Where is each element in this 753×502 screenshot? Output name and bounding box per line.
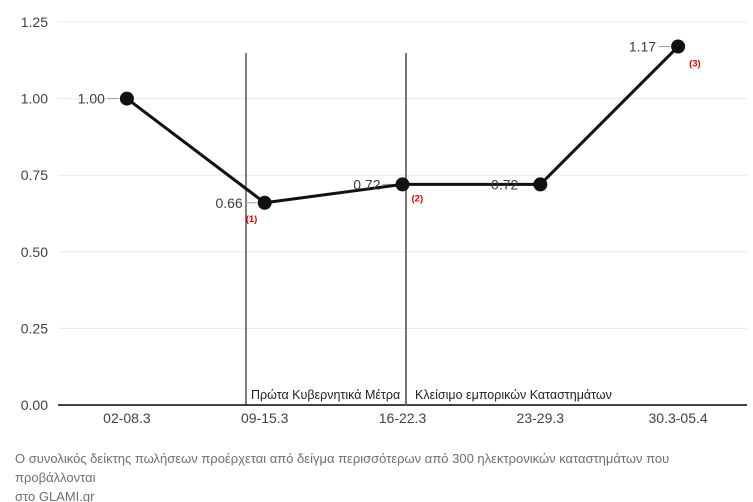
y-tick-label: 1.00 bbox=[21, 91, 48, 107]
sales-index-line-chart: 0.00 0.25 0.50 0.75 1.00 1.25 02-08.3 09-15.3 16… bbox=[21, 14, 747, 426]
event-line-label: Κλείσιμο εμπορικών Καταστημάτων bbox=[415, 388, 612, 402]
x-tick-label: 16-22.3 bbox=[379, 410, 427, 426]
point-value-label: 0.66 bbox=[215, 195, 242, 211]
y-tick-label: 0.00 bbox=[21, 397, 48, 413]
data-point-30.3-05.4[interactable] bbox=[671, 39, 686, 54]
event-line-label: Πρώτα Κυβερνητικά Μέτρα bbox=[251, 388, 400, 402]
annotation-marker: (1) bbox=[246, 214, 258, 225]
y-tick-label: 0.50 bbox=[21, 244, 48, 260]
x-tick-label: 23-29.3 bbox=[517, 410, 565, 426]
point-value-label: 0.72 bbox=[491, 176, 518, 192]
footnote-line2: στο GLAMI.gr bbox=[15, 487, 735, 502]
glami-link[interactable]: GLAMI.gr bbox=[38, 489, 95, 502]
point-value-label: 1.17 bbox=[629, 39, 656, 55]
x-tick-label: 30.3-05.4 bbox=[649, 410, 708, 426]
annotation-marker: (2) bbox=[412, 193, 424, 204]
x-tick-label: 09-15.3 bbox=[241, 410, 289, 426]
point-value-label: 1.00 bbox=[78, 91, 105, 107]
data-point-16-22.3[interactable] bbox=[395, 177, 410, 192]
data-point-23-29.3[interactable] bbox=[533, 177, 548, 192]
chart-footnote: Ο συνολικός δείκτης πωλήσεων προέρχεται … bbox=[0, 439, 753, 502]
footnote-line2-prefix: στο bbox=[15, 489, 39, 502]
x-tick-label: 02-08.3 bbox=[103, 410, 151, 426]
y-tick-label: 1.25 bbox=[21, 14, 48, 30]
point-value-label: 0.72 bbox=[353, 176, 380, 192]
footnote-line1: Ο συνολικός δείκτης πωλήσεων προέρχεται … bbox=[15, 451, 670, 485]
data-point-02-08.3[interactable] bbox=[119, 91, 134, 106]
y-tick-label: 0.25 bbox=[21, 320, 48, 336]
y-tick-label: 0.75 bbox=[21, 167, 48, 183]
data-point-09-15.3[interactable] bbox=[257, 195, 272, 210]
annotation-marker: (3) bbox=[689, 59, 701, 70]
